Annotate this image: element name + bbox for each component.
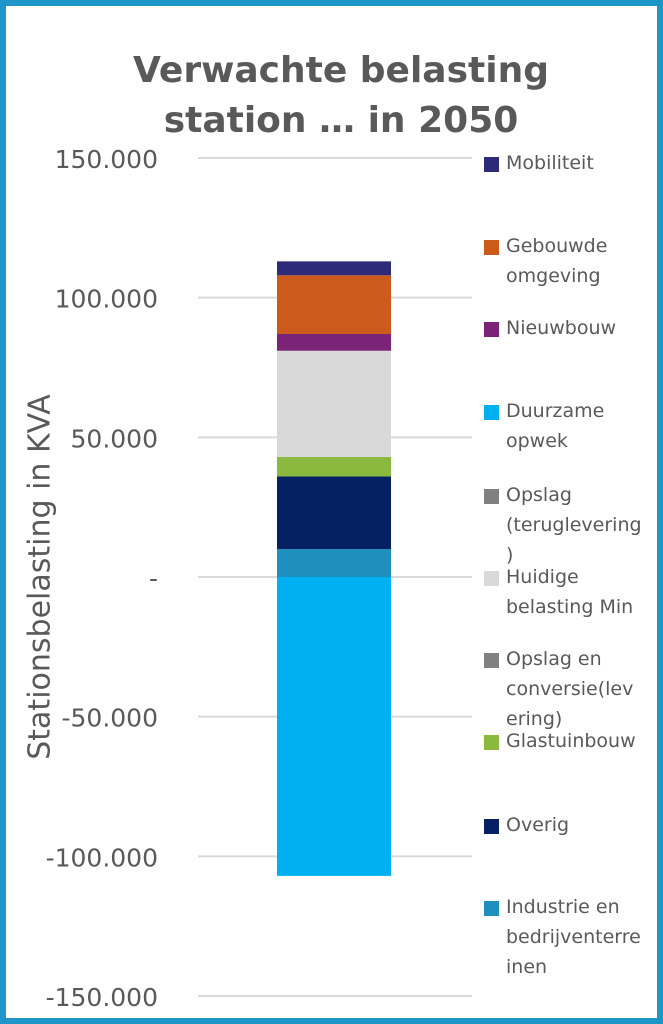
legend-item-industrie-en-bedrijventerreinen: Industrie en bedrijventerreinen: [484, 892, 644, 982]
y-tick-label: -: [149, 564, 158, 593]
legend-item-nieuwbouw: Nieuwbouw: [484, 313, 644, 343]
legend-label: Mobiliteit: [506, 152, 594, 174]
legend-label: Nieuwbouw: [506, 317, 617, 339]
chart-title-line-2: station … in 2050: [163, 100, 519, 141]
legend-label: Gebouwde omgeving: [506, 235, 608, 287]
bar-segment-glastuinbouw: [277, 456, 391, 477]
legend-label: Opslag en conversie(levering): [506, 648, 634, 730]
legend-swatch: [484, 819, 499, 834]
legend-swatch: [484, 653, 499, 668]
legend-item-duurzame-opwek: Duurzame opwek: [484, 396, 644, 456]
y-tick-labels: 150.000 100.000 50.000 - -50.000 -100.000 -150…: [46, 145, 158, 1012]
legend-label: Duurzame opwek: [506, 400, 605, 452]
y-tick-label: -150.000: [46, 983, 158, 1012]
legend-swatch: [484, 322, 499, 337]
legend-item-overig: Overig: [484, 810, 644, 840]
y-tick-label: 150.000: [55, 145, 158, 174]
legend-label: Industrie en bedrijventerreinen: [506, 896, 641, 978]
legend-label: Opslag (teruglevering): [506, 484, 642, 566]
legend-label: Glastuinbouw: [506, 730, 636, 752]
bar-segment-huidige-belasting-min: [277, 350, 391, 457]
legend-item-opslag-en-conversie-levering: Opslag en conversie(levering): [484, 644, 644, 734]
bar-stack: [277, 261, 391, 876]
legend-label: Overig: [506, 814, 570, 836]
bar-segment-mobiliteit: [277, 261, 391, 276]
legend-swatch: [484, 901, 499, 916]
chart-title-line-1: Verwachte belasting: [133, 50, 549, 91]
y-tick-label: 100.000: [55, 285, 158, 314]
bar-segment-gebouwde-omgeving: [277, 275, 391, 334]
legend-swatch: [484, 571, 499, 586]
y-tick-label: -50.000: [62, 704, 159, 733]
bar-segment-industrie-en-bedrijventerreinen: [277, 549, 391, 577]
bar-segment-overig: [277, 476, 391, 550]
bar-segment-duurzame-opwek: [277, 577, 391, 876]
legend-swatch: [484, 157, 499, 172]
bar-segment-nieuwbouw: [277, 333, 391, 351]
legend-swatch: [484, 489, 499, 504]
legend-swatch: [484, 240, 499, 255]
legend-swatch: [484, 405, 499, 420]
y-tick-label: -100.000: [46, 843, 158, 872]
legend-item-gebouwde-omgeving: Gebouwde omgeving: [484, 231, 644, 291]
legend-label: Huidige belasting Min: [506, 566, 634, 618]
legend-item-glastuinbouw: Glastuinbouw: [484, 726, 644, 756]
chart-title: Verwachte belasting station … in 2050: [76, 46, 606, 146]
legend-item-mobiliteit: Mobiliteit: [484, 148, 644, 178]
legend-item-huidige-belasting-min: Huidige belasting Min: [484, 562, 644, 622]
legend-item-opslag-teruglevering: Opslag (teruglevering): [484, 480, 644, 570]
y-tick-label: 50.000: [71, 424, 158, 453]
legend-swatch: [484, 735, 499, 750]
